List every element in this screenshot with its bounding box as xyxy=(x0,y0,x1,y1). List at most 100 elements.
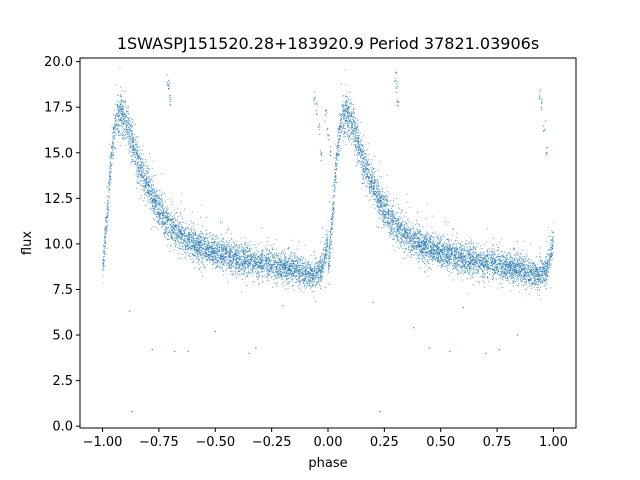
data-point xyxy=(317,261,319,263)
data-point xyxy=(343,133,345,135)
data-point xyxy=(184,257,186,259)
data-point xyxy=(313,267,315,269)
data-point xyxy=(401,234,403,236)
data-point xyxy=(436,244,438,246)
data-point xyxy=(197,261,199,263)
data-point xyxy=(225,246,227,248)
data-point xyxy=(129,117,131,119)
data-point xyxy=(167,207,169,209)
data-point xyxy=(528,275,531,277)
data-point xyxy=(523,281,526,283)
data-point xyxy=(331,214,333,216)
data-point xyxy=(239,250,241,253)
data-point xyxy=(475,254,477,256)
data-point xyxy=(386,204,388,206)
data-point xyxy=(423,261,425,263)
data-point xyxy=(334,168,336,170)
data-point xyxy=(450,252,452,254)
data-point xyxy=(110,168,112,170)
data-point xyxy=(406,201,408,203)
data-point xyxy=(108,144,110,146)
data-point xyxy=(544,260,546,263)
data-point xyxy=(249,272,251,274)
data-point xyxy=(200,267,202,269)
data-point xyxy=(509,260,511,262)
data-point xyxy=(443,252,445,254)
data-point xyxy=(129,146,131,148)
data-point xyxy=(354,134,357,136)
data-point xyxy=(453,257,455,259)
data-point xyxy=(162,225,164,227)
data-point xyxy=(253,280,255,283)
data-point xyxy=(106,247,108,249)
data-point xyxy=(354,137,356,139)
data-point xyxy=(536,287,538,289)
data-point xyxy=(340,147,342,149)
data-point xyxy=(410,235,412,237)
data-point xyxy=(281,278,283,280)
data-point xyxy=(518,268,520,271)
data-point xyxy=(548,262,550,264)
data-point xyxy=(160,204,162,206)
data-point xyxy=(331,184,334,186)
data-point xyxy=(130,125,132,128)
data-point xyxy=(414,246,416,248)
data-point xyxy=(413,235,415,237)
data-point xyxy=(452,264,454,266)
data-point xyxy=(229,270,231,272)
data-point xyxy=(337,150,339,152)
data-point xyxy=(536,275,539,277)
data-point xyxy=(400,229,402,231)
data-point xyxy=(443,256,445,258)
data-point xyxy=(354,117,356,119)
data-point xyxy=(221,258,223,260)
data-point xyxy=(230,244,232,246)
data-point xyxy=(124,103,126,105)
data-point xyxy=(307,260,310,262)
data-point xyxy=(524,277,526,279)
data-point xyxy=(195,232,197,234)
data-point xyxy=(356,131,358,134)
data-point xyxy=(300,275,302,277)
data-point xyxy=(142,171,144,173)
data-point xyxy=(135,174,137,176)
data-point xyxy=(341,132,343,134)
data-point xyxy=(456,244,458,246)
data-point xyxy=(355,124,357,126)
data-point xyxy=(119,86,122,88)
data-point xyxy=(541,261,544,263)
data-point xyxy=(247,258,249,261)
data-point xyxy=(304,284,306,286)
data-point xyxy=(246,258,249,261)
data-point xyxy=(482,275,484,277)
data-point xyxy=(141,175,143,177)
data-point xyxy=(353,130,355,133)
data-point xyxy=(185,247,187,249)
data-point xyxy=(266,265,268,267)
data-point xyxy=(494,265,496,267)
data-point xyxy=(132,138,134,140)
data-point xyxy=(108,194,110,196)
data-point xyxy=(152,167,154,169)
data-point xyxy=(333,210,335,213)
data-point xyxy=(152,188,155,190)
data-point xyxy=(284,255,287,257)
data-point xyxy=(115,124,117,126)
data-point xyxy=(284,288,287,290)
data-point xyxy=(118,130,120,132)
data-point xyxy=(481,269,483,271)
data-point xyxy=(346,101,348,103)
data-point xyxy=(345,117,347,120)
data-point xyxy=(176,207,179,209)
data-point xyxy=(356,161,358,163)
data-point xyxy=(261,255,263,257)
data-point xyxy=(536,273,539,275)
data-point xyxy=(386,198,388,200)
data-point xyxy=(328,251,331,253)
data-point xyxy=(189,243,191,245)
data-point xyxy=(314,272,316,274)
data-point xyxy=(218,241,220,243)
data-point xyxy=(452,248,454,250)
data-point xyxy=(411,240,413,242)
data-point xyxy=(370,163,372,165)
